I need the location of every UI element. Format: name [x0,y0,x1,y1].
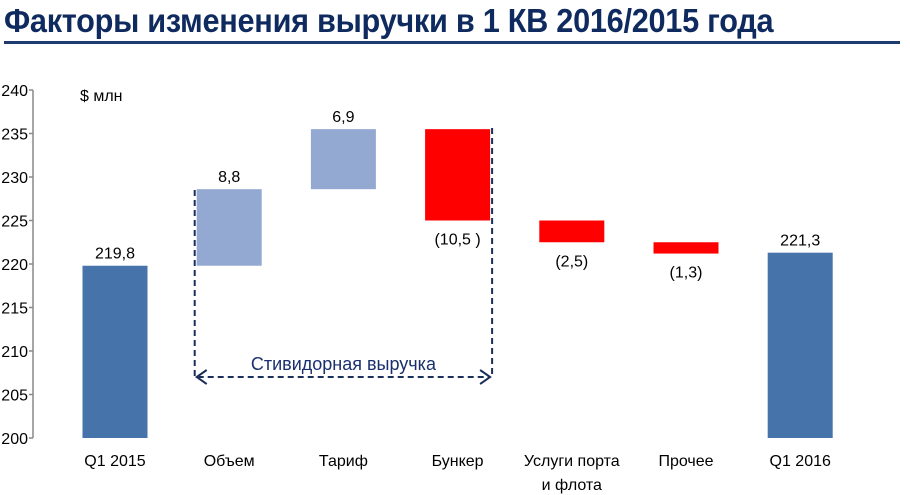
x-tick-label: Прочее [658,453,713,470]
bar-2 [196,189,262,266]
data-label: 219,8 [95,246,135,263]
y-tick-label: 240 [1,83,28,100]
page-title: Факторы изменения выручки в 1 КВ 2016/20… [4,2,774,39]
bar-7 [767,252,833,438]
data-label: (10,5 ) [434,232,480,249]
annotation-label: Стивидорная выручка [251,354,437,374]
title-divider [4,41,900,44]
y-tick-label: 215 [1,301,28,318]
y-tick-label: 200 [1,431,28,448]
data-label: (2,5) [555,253,588,270]
x-tick-label: Бункер [432,453,484,470]
x-tick-label: Объем [204,453,255,470]
data-label: 221,3 [780,233,820,250]
unit-label: $ млн [80,88,123,105]
arrow-right-icon [479,369,492,385]
bar-4 [425,129,491,221]
x-tick-label: и флота [542,477,602,494]
arrow-left-icon [194,369,208,385]
bar-5 [539,220,605,243]
x-tick-label: Q1 2015 [84,453,145,470]
bar-1 [82,265,148,438]
x-tick-label: Услуги порта [524,453,620,470]
y-tick-label: 220 [1,257,28,274]
x-tick-label: Q1 2016 [770,453,831,470]
y-tick-label: 230 [1,170,28,187]
bar-3 [310,129,376,190]
x-tick-label: Тариф [319,453,368,470]
data-label: 6,9 [332,109,354,126]
data-label: (1,3) [670,265,703,282]
y-tick-label: 210 [1,344,28,361]
y-tick-label: 235 [1,127,28,144]
data-label: 8,8 [218,169,240,186]
y-tick-label: 225 [1,214,28,231]
y-tick-label: 205 [1,388,28,405]
bar-6 [653,242,719,254]
